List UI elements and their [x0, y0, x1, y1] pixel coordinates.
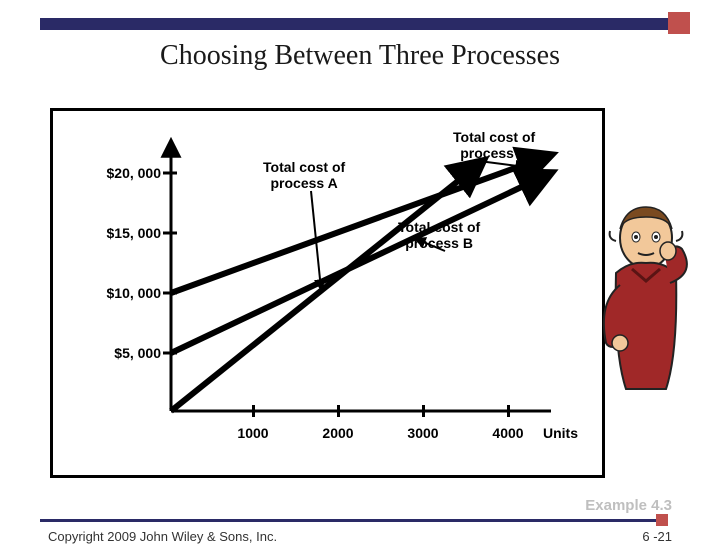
y-tick: [163, 292, 177, 295]
x-axis-label: 3000: [407, 425, 438, 441]
header-accent-bar: [40, 18, 680, 30]
x-tick: [252, 405, 255, 417]
slide-number: 6 -21: [642, 529, 672, 544]
y-axis-label: $5, 000: [114, 345, 161, 361]
example-label: Example 4.3: [585, 497, 672, 514]
x-tick: [422, 405, 425, 417]
chart-plot: $5, 000 $10, 000 $15, 000 $20, 000 1000 2000 3…: [53, 111, 602, 475]
x-tick: [507, 405, 510, 417]
y-tick: [163, 352, 177, 355]
x-axis-label: 4000: [492, 425, 523, 441]
series-label-B: Total cost ofprocess B: [398, 219, 480, 251]
y-axis-label: $20, 000: [107, 165, 162, 181]
x-axis-label: 1000: [237, 425, 268, 441]
chart-container: $5, 000 $10, 000 $15, 000 $20, 000 1000 2000 3…: [50, 108, 605, 478]
series-label-C: Total cost ofprocess C: [453, 129, 535, 161]
series-label-A: Total cost ofprocess A: [263, 159, 345, 191]
footer-accent-bar: [40, 519, 660, 522]
y-tick: [163, 172, 177, 175]
y-tick: [163, 232, 177, 235]
y-axis-label: $15, 000: [107, 225, 162, 241]
x-axis-label: 2000: [322, 425, 353, 441]
x-axis-unit: Units: [543, 425, 578, 441]
copyright-text: Copyright 2009 John Wiley & Sons, Inc.: [48, 529, 277, 544]
thinking-man-illustration: [586, 193, 706, 393]
y-axis-label: $10, 000: [107, 285, 162, 301]
x-tick: [337, 405, 340, 417]
page-title: Choosing Between Three Processes: [0, 40, 720, 72]
